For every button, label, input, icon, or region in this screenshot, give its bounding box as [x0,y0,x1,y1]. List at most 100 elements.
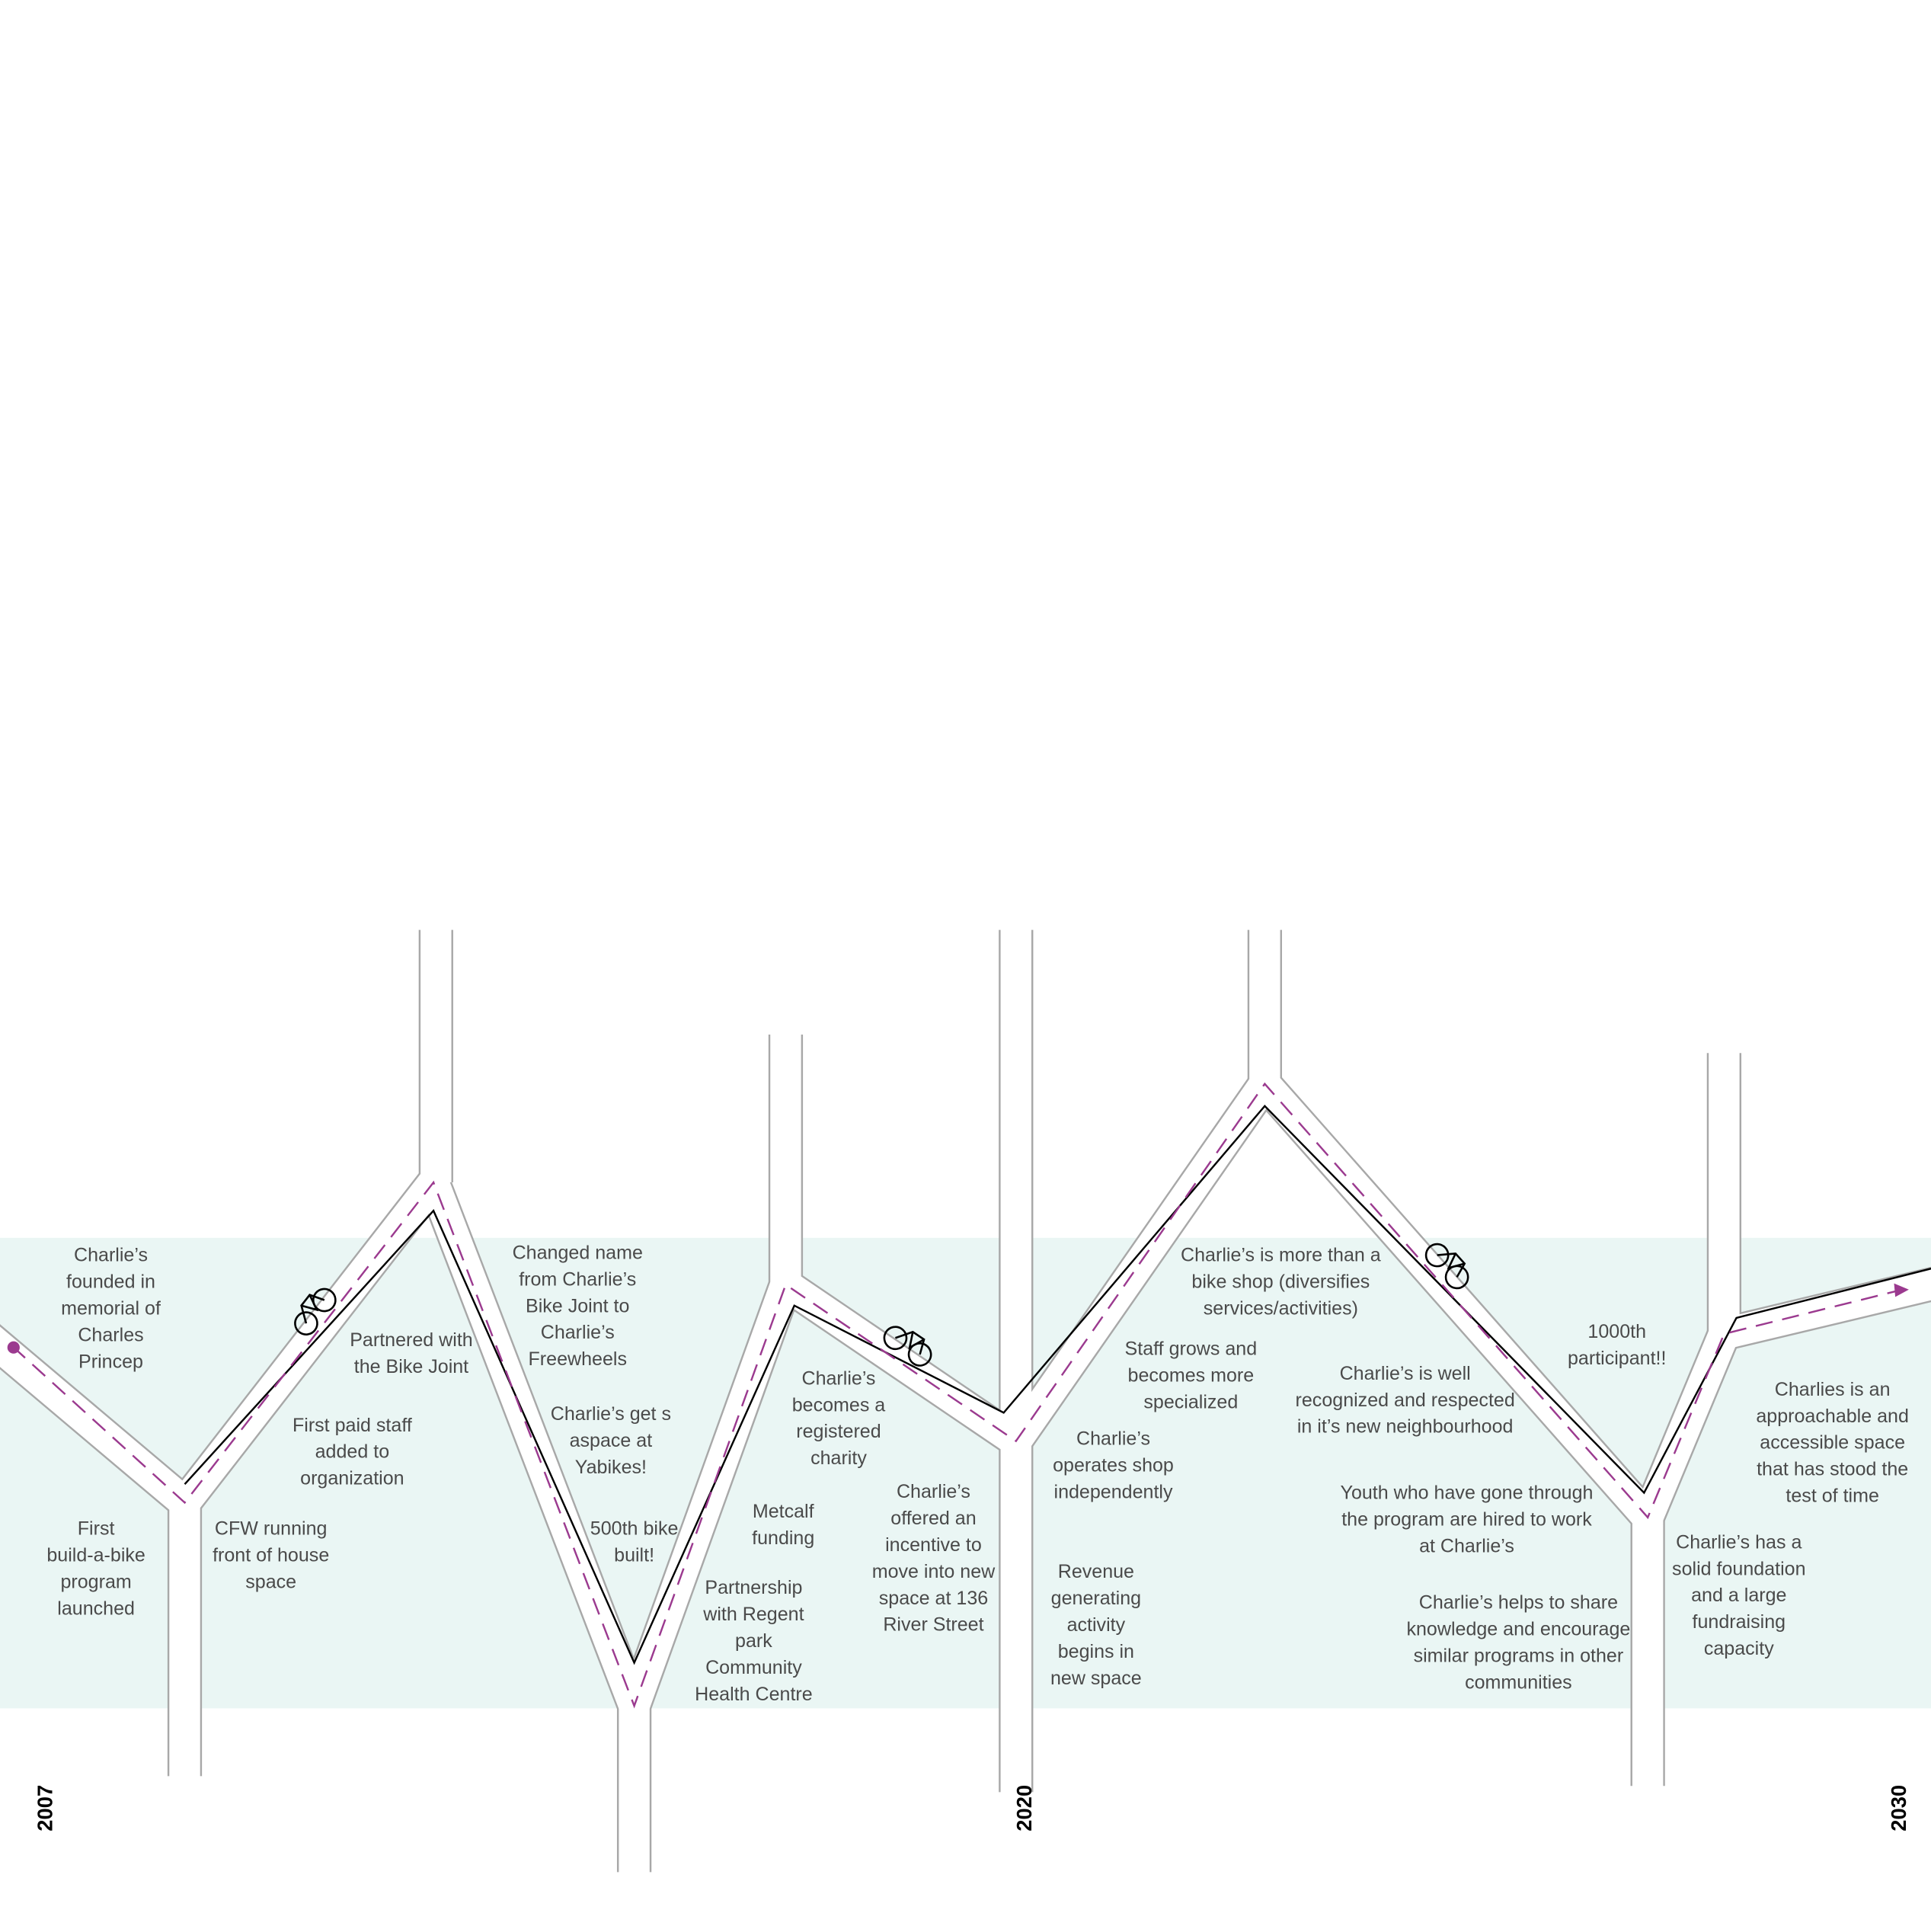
year-label: 2020 [1012,1785,1036,1831]
event-line: Bike Joint to [526,1295,629,1316]
event-line: Charlie’s [74,1245,148,1266]
event-line: specialized [1143,1391,1238,1412]
event-line: solid foundation [1672,1558,1805,1579]
bike-icon [883,1326,932,1367]
event-line: Charlie’s has a [1676,1531,1802,1553]
year-label: 2030 [1887,1785,1910,1831]
event-text: 1000th participant!! [1568,1321,1666,1369]
event-line: offered an [890,1508,976,1529]
route [11,1082,1904,1709]
event-line: Charlies is an [1775,1379,1891,1400]
event-line: Charlie’s [1076,1428,1150,1450]
event-text: Youth who have gone through the program a… [1341,1483,1594,1557]
event-line: capacity [1704,1638,1774,1659]
event-line: and a large [1691,1585,1786,1606]
event-line: space at 136 [879,1588,988,1609]
event-line: Charlie’s is well [1340,1363,1471,1384]
event-line: Princep [78,1351,143,1372]
event-text: Charlie’s becomes a registered charity [792,1367,886,1469]
event-line: Charlie’s [801,1367,875,1389]
event-line: becomes more [1128,1364,1255,1386]
event-line: with Regent [702,1604,804,1625]
event-line: build-a-bike [46,1545,145,1566]
event-line: incentive to [885,1534,982,1556]
event-text: CFW running front of house space [213,1518,329,1593]
event-line: at Charlie’s [1419,1536,1514,1557]
event-line: Freewheels [529,1348,627,1370]
start-dot [7,1341,20,1354]
event-line: bike shop (diversifies [1191,1271,1370,1293]
event-line: that has stood the [1757,1459,1908,1480]
event-line: test of time [1786,1486,1878,1507]
event-line: Charlie’s [897,1481,970,1502]
event-line: Health Centre [695,1684,813,1705]
event-line: launched [57,1598,135,1619]
event-line: program [60,1571,131,1592]
route-arrow [1894,1283,1909,1297]
event-line: First paid staff [293,1415,412,1436]
event-line: organization [300,1468,404,1489]
event-line: memorial of [61,1298,161,1319]
event-text: Charlie’s has a solid foundation and a lar… [1672,1531,1805,1659]
event-line: registered [796,1421,881,1442]
event-line: independently [1054,1481,1173,1502]
event-text: Metcalf funding [752,1501,814,1549]
event-line: Metcalf [753,1501,814,1522]
event-text: Partnered with the Bike Joint [350,1329,472,1377]
event-line: in it’s new neighbourhood [1297,1416,1514,1438]
event-line: operates shop [1053,1455,1174,1476]
event-line: Staff grows and [1125,1339,1258,1360]
event-text: Charlie’s offered an incentive to move into… [872,1481,996,1636]
event-text: 500th bike built! [590,1518,679,1566]
event-line: park [735,1630,772,1652]
event-text: Staff grows and becomes more specialized [1125,1339,1258,1413]
event-line: communities [1465,1671,1572,1693]
event-text: Charlie’s is more than a bike shop (diver… [1181,1245,1381,1319]
event-text: Changed name from Charlie’s Bike Joint to C… [513,1242,643,1370]
event-line: fundraising [1693,1611,1786,1633]
event-line: funding [752,1527,814,1549]
event-line: Charlie’s get s [551,1403,671,1425]
event-line: the Bike Joint [354,1356,468,1377]
event-line: added to [315,1441,389,1463]
event-line: Charlie’s helps to share [1419,1592,1618,1614]
roads [0,911,1931,1885]
event-text: First build-a-bike program launched [46,1518,145,1620]
event-line: Youth who have gone through [1341,1483,1594,1504]
event-line: 1000th [1587,1321,1646,1342]
event-line: Charlie’s is more than a [1181,1245,1381,1266]
event-line: Charlie’s [541,1322,615,1343]
event-line: Partnership [705,1577,802,1598]
event-line: activity [1067,1614,1126,1636]
event-line: Community [705,1657,802,1678]
year-label: 2007 [34,1785,57,1831]
event-text: Charlie’s operates shop independently [1053,1428,1174,1503]
event-text: Charlie’s founded in memorial of Charles Pri… [61,1245,161,1373]
event-line: participant!! [1568,1348,1666,1369]
event-line: begins in [1058,1641,1134,1662]
event-line: Revenue [1058,1561,1134,1582]
event-text: First paid staff added to organization [293,1415,412,1489]
event-line: front of house [213,1545,329,1566]
event-line: becomes a [792,1394,886,1415]
event-line: move into new [872,1561,996,1582]
event-line: recognized and respected [1296,1390,1515,1411]
event-line: Yabikes! [575,1457,647,1478]
event-line: generating [1051,1588,1141,1609]
bike-icon [1424,1243,1469,1290]
bike-icon [294,1287,337,1335]
event-line: founded in [66,1271,155,1293]
event-line: Charles [78,1324,143,1345]
event-text: Charlies is an approachable and accessible… [1756,1379,1909,1507]
event-line: similar programs in other [1414,1645,1624,1666]
event-line: accessible space [1760,1432,1905,1454]
event-line: approachable and [1756,1406,1909,1427]
event-line: space [245,1571,296,1592]
event-line: First [78,1518,115,1540]
event-line: new space [1050,1668,1142,1689]
event-line: charity [810,1447,867,1469]
event-line: built! [614,1545,654,1566]
event-text: Charlie’s is well recognized and respecte… [1296,1363,1515,1438]
event-text: Charlie’s helps to share knowledge and en… [1406,1592,1630,1694]
